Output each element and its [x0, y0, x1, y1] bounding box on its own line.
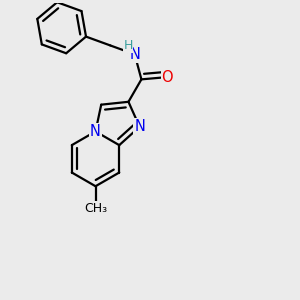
Text: CH₃: CH₃ — [84, 202, 107, 215]
Text: N: N — [90, 124, 101, 139]
Text: O: O — [161, 70, 173, 85]
Text: N: N — [129, 47, 140, 62]
Text: N: N — [134, 119, 145, 134]
Text: H: H — [124, 39, 133, 52]
